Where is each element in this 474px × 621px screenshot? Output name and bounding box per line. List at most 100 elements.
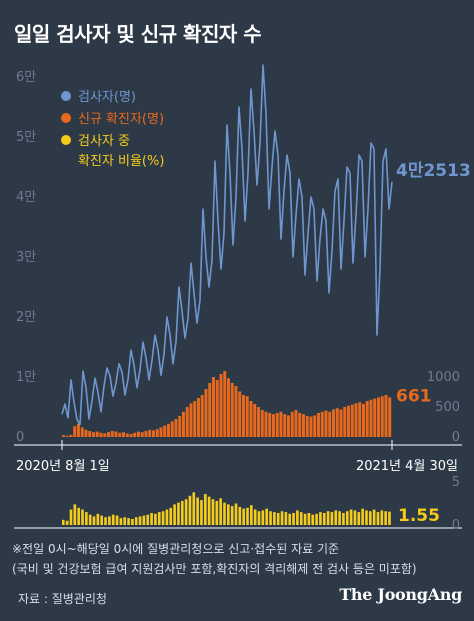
confirmed-bar bbox=[163, 425, 167, 437]
rate-bar bbox=[342, 512, 345, 525]
y-tick-label: 2만 bbox=[16, 310, 36, 325]
confirmed-bar bbox=[103, 433, 107, 437]
confirmed-bar bbox=[260, 410, 264, 437]
confirmed-bar bbox=[350, 404, 354, 437]
rate-bar bbox=[150, 512, 153, 525]
rate-bar bbox=[276, 512, 280, 525]
rate-bar bbox=[88, 514, 92, 525]
rate-bar bbox=[157, 512, 161, 525]
confirmed-bar bbox=[313, 415, 317, 437]
brand-logo: The JoongAng bbox=[339, 585, 462, 604]
confirmed-bar bbox=[92, 432, 95, 437]
rate-bar bbox=[161, 511, 165, 525]
confirmed-bar bbox=[129, 434, 133, 437]
confirmed-bar bbox=[272, 414, 275, 437]
confirmed-bar bbox=[170, 421, 174, 437]
rate-bar bbox=[253, 509, 257, 525]
rate-bar bbox=[123, 517, 127, 525]
confirmed-bar bbox=[182, 411, 185, 437]
confirmed-bar bbox=[125, 433, 129, 437]
rate-bar bbox=[142, 515, 146, 525]
confirmed-bar bbox=[298, 413, 302, 437]
confirmed-bar bbox=[230, 383, 234, 437]
rate-bar bbox=[81, 509, 84, 525]
rate-bar bbox=[108, 516, 111, 525]
confirmed-bar bbox=[287, 415, 290, 437]
rate-bar bbox=[380, 510, 384, 525]
rate-bar bbox=[223, 502, 226, 525]
confirmed-bars bbox=[62, 371, 392, 437]
y2-tick-label: 500 bbox=[435, 400, 460, 415]
rate-bar bbox=[119, 518, 123, 525]
confirmed-bar bbox=[305, 416, 309, 437]
rate-bar bbox=[315, 513, 318, 525]
x-tick-label-end: 2021년 4월 30일 bbox=[356, 459, 458, 474]
rate-bar bbox=[92, 516, 96, 525]
confirmed-bar bbox=[320, 411, 324, 437]
confirmed-bar bbox=[137, 431, 140, 437]
rate-bar bbox=[299, 512, 303, 525]
confirmed-bar bbox=[234, 386, 238, 437]
confirmed-bar bbox=[362, 404, 365, 437]
rate-bar bbox=[349, 509, 353, 525]
rate-bar bbox=[280, 511, 284, 525]
confirmed-bar bbox=[373, 398, 377, 437]
rate-bar bbox=[173, 504, 176, 525]
confirmed-bar bbox=[242, 395, 245, 437]
confirmed-bar bbox=[227, 378, 230, 437]
confirmed-bar bbox=[73, 426, 77, 437]
rate-bar bbox=[242, 508, 245, 525]
rate-bar bbox=[257, 511, 261, 525]
confirmed-bar bbox=[140, 432, 144, 437]
rate-end-label: 1.55 bbox=[398, 506, 440, 526]
confirmed-bar bbox=[155, 429, 159, 437]
confirmed-end-label: 661 bbox=[396, 386, 432, 406]
confirmed-bar bbox=[133, 432, 137, 437]
tested-end-label: 4만2513 bbox=[396, 161, 471, 181]
source-label: 자료 : 질병관리청 bbox=[18, 592, 107, 606]
y-tick-label: 3만 bbox=[16, 250, 36, 265]
rate-bar bbox=[184, 499, 188, 525]
confirmed-bar bbox=[324, 410, 328, 437]
confirmed-bar bbox=[275, 413, 279, 437]
rate-bar bbox=[246, 507, 249, 525]
rate-bar bbox=[69, 509, 73, 525]
rate-bar bbox=[85, 512, 88, 525]
y3-tick-label: 0 bbox=[452, 518, 460, 533]
confirmed-bar bbox=[204, 389, 208, 437]
confirmed-bar bbox=[290, 411, 294, 437]
rate-bar bbox=[265, 508, 269, 525]
rate-bar bbox=[330, 512, 334, 525]
legend-swatch bbox=[61, 135, 71, 145]
rate-bar bbox=[230, 506, 234, 525]
confirmed-bar bbox=[309, 416, 313, 437]
confirmed-bar bbox=[249, 401, 253, 437]
confirmed-bar bbox=[185, 407, 189, 437]
confirmed-bar bbox=[245, 396, 249, 437]
rate-bar bbox=[104, 517, 107, 525]
rate-bar bbox=[65, 520, 69, 525]
rate-bar bbox=[73, 504, 77, 525]
confirmed-bar bbox=[358, 402, 362, 437]
confirmed-bar bbox=[279, 411, 283, 437]
rate-bar bbox=[361, 508, 364, 525]
rate-bar bbox=[177, 502, 180, 525]
confirmed-bar bbox=[69, 434, 73, 437]
confirmed-bar bbox=[208, 383, 212, 437]
confirmed-bar bbox=[268, 413, 272, 437]
y-tick-label: 4만 bbox=[16, 190, 36, 205]
confirmed-bar bbox=[253, 404, 257, 437]
rate-bar bbox=[169, 507, 173, 525]
confirmed-bar bbox=[384, 395, 388, 437]
confirmed-bar bbox=[354, 403, 358, 437]
rate-bar bbox=[345, 511, 349, 525]
confirmed-bar bbox=[110, 431, 114, 437]
confirmed-bar bbox=[107, 432, 110, 437]
confirmed-bar bbox=[335, 408, 339, 437]
confirmed-bar bbox=[122, 432, 125, 437]
confirmed-bar bbox=[223, 371, 227, 437]
rate-bars bbox=[62, 492, 391, 525]
rate-bar bbox=[303, 513, 307, 525]
rate-bar bbox=[131, 518, 134, 525]
x-tick-label-start: 2020년 8월 1일 bbox=[16, 459, 110, 474]
